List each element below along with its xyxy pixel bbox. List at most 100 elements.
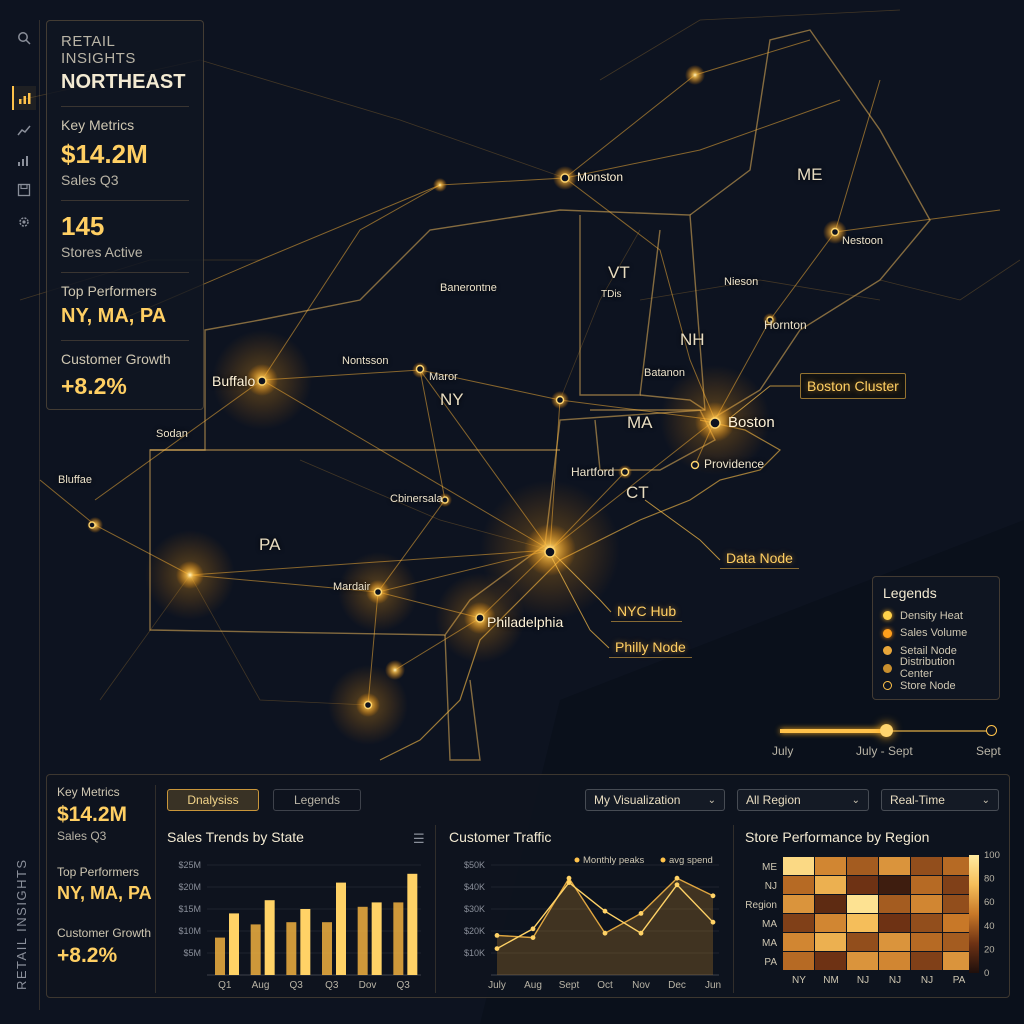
legend-item-store-node[interactable]: Store Node: [883, 677, 989, 695]
y-tick-label: $20M: [178, 882, 201, 892]
legend-label: Distribution Center: [899, 656, 955, 681]
sales-bar-chart[interactable]: $5M $10M $15M $20M $25M Q1 Aug Q3 Q3 Dov Q3: [159, 851, 429, 991]
city-label-boston[interactable]: Boston: [728, 414, 775, 431]
city-label-nestoon[interactable]: Nestoon: [842, 235, 883, 247]
timeline-end-handle[interactable]: [986, 725, 997, 736]
sales-value: $14.2M: [57, 803, 128, 826]
growth-label: Customer Growth: [61, 351, 171, 367]
sales-value: $14.2M: [61, 139, 148, 169]
callout-data-node[interactable]: Data Node: [720, 548, 799, 569]
city-label-bluffae[interactable]: Bluffae: [58, 474, 93, 486]
legend-item-setail-node[interactable]: Setail Node: [883, 642, 989, 660]
callout-boston-cluster[interactable]: Boston Cluster: [800, 373, 906, 399]
heatmap-cell: [847, 876, 878, 894]
search-icon[interactable]: [12, 26, 36, 50]
sales-label: Sales Q3: [61, 172, 119, 188]
city-label-hornton[interactable]: Hornton: [764, 318, 807, 332]
row-label: MA: [762, 919, 777, 930]
heatmap-cell: [783, 876, 814, 894]
heatmap-cell: [783, 952, 814, 970]
city-label-nontsson[interactable]: Nontsson: [342, 355, 389, 367]
stats-icon[interactable]: [12, 148, 36, 172]
legend-panel: Legends Density Heat Sales Volume Setail…: [872, 576, 1000, 700]
menu-icon[interactable]: ☰: [413, 831, 425, 846]
city-label-monston[interactable]: Monston: [577, 170, 624, 184]
heatmap-cell: [879, 876, 910, 894]
row-label: ME: [762, 862, 777, 873]
y-tick-label: $10K: [464, 948, 485, 958]
city-label-hartford[interactable]: Hartford: [571, 465, 615, 479]
state-label-ny: NY: [440, 390, 464, 409]
bar: [300, 909, 311, 975]
city-label-batanon[interactable]: Batanon: [644, 367, 685, 379]
city-label-tdis[interactable]: TDis: [601, 289, 622, 300]
kpi-panel: RETAIL INSIGHTS NORTHEAST Key Metrics $1…: [46, 20, 204, 410]
divider: [435, 825, 436, 993]
key-metrics-label: Key Metrics: [61, 117, 135, 133]
y-tick-label: $50K: [464, 860, 485, 870]
state-label-vt: VT: [608, 263, 630, 282]
legend-label: avg spend: [669, 855, 713, 866]
legend-item-sales-volume[interactable]: Sales Volume: [883, 625, 989, 643]
state-label-pa: PA: [259, 535, 281, 554]
mode-select-value: Real-Time: [890, 793, 945, 807]
scale-tick-label: 60: [984, 897, 995, 908]
top-performers-value: NY, MA, PA: [61, 305, 167, 327]
area-fill: [497, 878, 713, 975]
x-tick-label: Q3: [325, 980, 339, 991]
column-label: NJ: [921, 975, 933, 986]
heatmap-cell: [815, 876, 846, 894]
heatmap-cell: [943, 895, 974, 913]
heatmap-cell: [815, 857, 846, 875]
legend-item-density-heat[interactable]: Density Heat: [883, 607, 989, 625]
city-label-philadelphia[interactable]: Philadelphia: [487, 614, 564, 630]
y-tick-label: $15M: [178, 904, 201, 914]
city-label-cbinersala[interactable]: Cbinersala: [390, 493, 443, 505]
data-point: [530, 935, 536, 940]
region-select[interactable]: All Region ⌄: [737, 789, 869, 811]
tab-legends[interactable]: Legends: [273, 789, 361, 811]
city-label-providence[interactable]: Providence: [704, 457, 765, 471]
y-tick-label: $5M: [183, 948, 201, 958]
city-label-banerontne[interactable]: Banerontne: [440, 282, 497, 294]
city-label-sodan[interactable]: Sodan: [156, 428, 188, 440]
legend-item-distribution-center[interactable]: Distribution Center: [883, 656, 989, 680]
scale-tick-label: 40: [984, 921, 995, 932]
legend-swatch: [883, 646, 892, 656]
save-icon[interactable]: [12, 178, 36, 202]
heatmap-cell: [879, 895, 910, 913]
visualization-select[interactable]: My Visualization ⌄: [585, 789, 725, 811]
data-point: [602, 908, 608, 914]
performance-heatmap[interactable]: ME NJ Region MA MA PA NY NM NJ NJ NJ PA 0 20 40 60 80 100: [741, 851, 1007, 995]
divider: [61, 340, 189, 341]
legend-label: Setail Node: [900, 644, 957, 657]
city-label-maror[interactable]: Maror: [429, 371, 458, 383]
timeline-slider[interactable]: July July - Sept Sept: [772, 722, 1004, 762]
legend-swatch: [660, 857, 666, 863]
performance-chart-title: Store Performance by Region: [745, 829, 930, 845]
stores-value: 145: [61, 211, 105, 241]
mode-select[interactable]: Real-Time ⌄: [881, 789, 999, 811]
timeline-range-label: July - Sept: [856, 744, 913, 758]
city-label-nieson[interactable]: Nieson: [724, 276, 759, 288]
gear-icon[interactable]: [12, 210, 36, 234]
callout-nyc-hub[interactable]: NYC Hub: [611, 601, 683, 622]
traffic-line-chart[interactable]: $10K $20K $30K $40K $50K July Aug Sept Oct Nov Dec…: [443, 851, 729, 991]
tab-analysis[interactable]: Dnalysiss: [167, 789, 259, 811]
bar-chart-icon[interactable]: [12, 86, 36, 110]
chevron-down-icon: ⌄: [707, 794, 716, 806]
growth-label: Customer Growth: [57, 926, 152, 940]
heatmap-cell: [943, 876, 974, 894]
city-label-mardair[interactable]: Mardair: [333, 581, 371, 593]
city-label-buffalo[interactable]: Buffalo: [212, 373, 256, 389]
x-tick-label: Aug: [524, 980, 542, 991]
heatmap-cell: [783, 933, 814, 951]
callout-philly-node[interactable]: Philly Node: [609, 637, 692, 658]
trend-icon[interactable]: [12, 118, 36, 142]
heatmap-cell: [911, 952, 942, 970]
data-point: [638, 911, 644, 916]
scale-tick-label: 0: [984, 968, 989, 979]
timeline-handle[interactable]: [880, 724, 893, 737]
heatmap-cell: [783, 895, 814, 913]
chevron-down-icon: ⌄: [851, 794, 860, 806]
